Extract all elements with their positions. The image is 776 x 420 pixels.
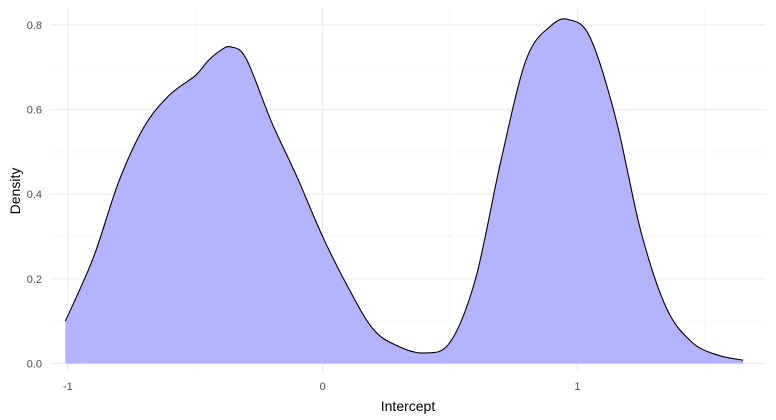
y-tick-label: 0.0 [27,359,42,371]
x-axis-ticks: -1 0 1 [63,381,581,393]
y-axis-title: Density [7,168,23,215]
x-axis-title: Intercept [381,398,436,414]
y-axis-ticks: 0.0 0.2 0.4 0.6 0.8 [27,20,42,371]
y-tick-label: 0.6 [27,105,42,117]
x-tick-label: -1 [63,381,73,393]
x-tick-label: 0 [320,381,326,393]
density-curve [64,18,744,361]
x-tick-label: 1 [574,381,580,393]
y-tick-label: 0.2 [27,274,42,286]
density-area [65,18,744,364]
y-tick-label: 0.4 [27,189,42,201]
y-tick-label: 0.8 [27,20,42,32]
